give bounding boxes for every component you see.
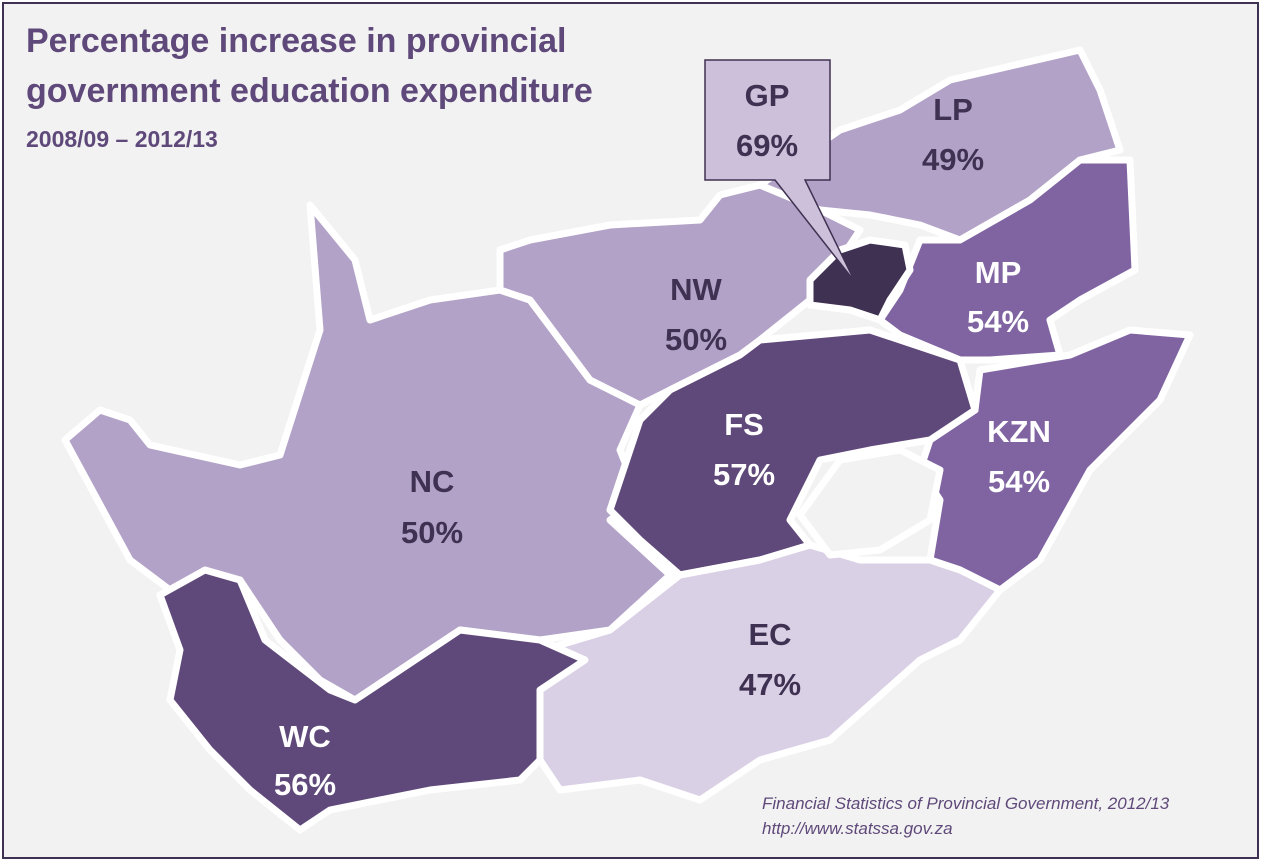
label-fs-value: 57%: [712, 457, 776, 492]
label-gp-code: GP: [744, 78, 790, 113]
label-nc-value: 50%: [400, 515, 464, 550]
label-lp-value: 49%: [921, 142, 985, 177]
label-fs-code: FS: [724, 407, 764, 442]
label-wc-value: 56%: [273, 767, 337, 802]
gp-callout-box: [704, 59, 856, 283]
province-kzn[interactable]: [916, 326, 1194, 594]
title-line-1: Percentage increase in provincial: [26, 22, 567, 60]
label-kzn-code: KZN: [987, 414, 1051, 449]
lesotho-gap: [796, 446, 944, 559]
label-lp-code: LP: [933, 92, 973, 127]
province-wc[interactable]: [156, 566, 589, 834]
label-wc-code: WC: [279, 719, 331, 754]
label-kzn-value: 54%: [987, 464, 1051, 499]
label-mp-value: 54%: [966, 304, 1030, 339]
label-ec-value: 47%: [738, 667, 802, 702]
label-nw-value: 50%: [664, 322, 728, 357]
label-gp-value: 69%: [735, 128, 799, 163]
province-ec[interactable]: [476, 541, 1004, 804]
source-url: http://www.statssa.gov.za: [762, 819, 953, 838]
province-gp[interactable]: [806, 236, 914, 324]
label-ec-code: EC: [748, 617, 792, 652]
province-lp[interactable]: [756, 46, 1124, 244]
title-line-2: government education expenditure: [26, 72, 593, 110]
label-nc-code: NC: [409, 464, 455, 499]
source-citation: Financial Statistics of Provincial Gover…: [762, 794, 1170, 813]
label-mp-code: MP: [974, 255, 1022, 290]
subtitle: 2008/09 – 2012/13: [26, 126, 218, 152]
province-mp[interactable]: [876, 156, 1139, 364]
label-nw-code: NW: [670, 272, 722, 307]
